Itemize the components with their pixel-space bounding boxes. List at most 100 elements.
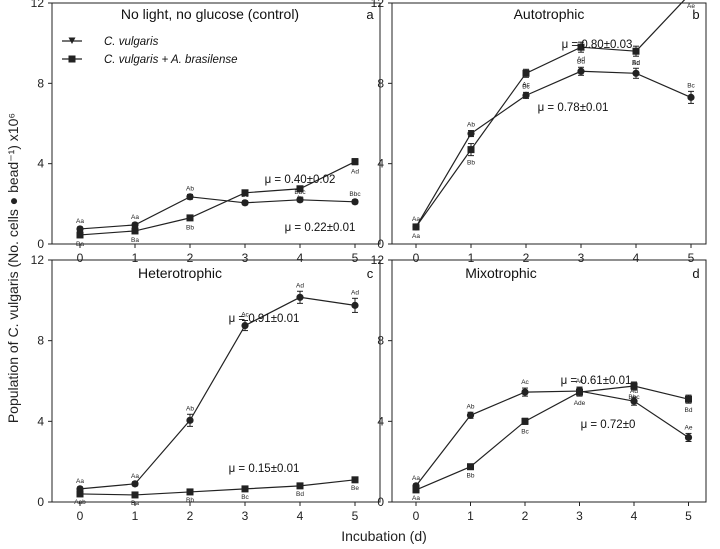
- data-point: [131, 227, 139, 235]
- point-label: Bd: [577, 58, 585, 65]
- panel-frame: [391, 2, 707, 245]
- data-point: [241, 199, 249, 207]
- growth-rate-label: μ = 0.61±0.01: [561, 375, 632, 387]
- data-point: [577, 43, 585, 51]
- data-point: [186, 416, 194, 424]
- y-tick-label: 8: [37, 76, 44, 90]
- data-point: [522, 69, 530, 77]
- point-label: Aa: [412, 216, 420, 223]
- point-label: Aa: [76, 478, 84, 485]
- y-tick-label: 4: [37, 157, 44, 171]
- data-point: [131, 480, 139, 488]
- data-point: [632, 69, 640, 77]
- data-point: [351, 158, 359, 166]
- x-tick-label: 4: [297, 509, 304, 523]
- point-label: Bbc: [349, 191, 361, 198]
- data-point: [186, 193, 194, 201]
- data-point: [241, 321, 249, 330]
- point-label: Ad: [630, 388, 638, 395]
- data-point: [76, 231, 84, 239]
- series-line: [79, 196, 356, 230]
- point-label: Ac: [522, 81, 530, 88]
- data-point: [467, 129, 475, 138]
- x-axis-label: Incubation (d): [341, 528, 427, 544]
- series-line: [79, 296, 356, 490]
- series-cv: Aa Ab Bc Bd Bd Bc μ = 0.78±0.01: [412, 58, 696, 231]
- point-label: Bd: [296, 491, 304, 498]
- x-tick-label: 4: [297, 251, 304, 265]
- series-line: [79, 479, 356, 496]
- data-point: [685, 395, 692, 403]
- y-tick-label: 8: [377, 76, 384, 90]
- x-tick-label: 0: [77, 509, 84, 523]
- x-tick-label: 5: [688, 251, 695, 265]
- data-point: [412, 223, 420, 231]
- series-cvab: Aa Bb Ac Ad Ad Ae μ = 0.80±0.03: [412, 0, 695, 240]
- point-label: Aa: [412, 233, 420, 240]
- data-point: [131, 491, 139, 499]
- y-tick-label: 8: [377, 334, 384, 348]
- data-point: [296, 185, 304, 193]
- series-line: [79, 161, 356, 236]
- point-label: Aa: [131, 214, 139, 221]
- data-point: [632, 47, 640, 55]
- point-label: Bc: [241, 494, 249, 501]
- point-label: Aa: [76, 218, 84, 225]
- data-point: [684, 433, 693, 442]
- series-line: [415, 385, 689, 491]
- series-cvab: Aab Ba Bb Bc Bd Be μ = 0.15±0.01: [74, 463, 359, 507]
- panel-title: Mixotrophic: [465, 265, 537, 281]
- point-label: Aa: [412, 475, 420, 482]
- x-tick-label: 2: [187, 509, 194, 523]
- y-tick-label: 4: [37, 414, 44, 428]
- panel-title: No light, no glucose (control): [121, 6, 299, 22]
- x-tick-label: 2: [522, 509, 529, 523]
- x-tick-label: 2: [523, 251, 530, 265]
- y-tick-label: 12: [371, 253, 385, 267]
- data-point: [241, 485, 249, 493]
- data-point: [296, 293, 304, 301]
- panel-frame: [391, 259, 707, 503]
- point-label: Ade: [574, 400, 586, 407]
- point-label: Ab: [186, 185, 194, 192]
- data-point: [630, 397, 638, 405]
- y-tick-label: 0: [37, 237, 44, 251]
- y-axis-label: Population of C. vulgaris (No. cells ● b…: [5, 113, 21, 423]
- data-point: [630, 382, 638, 390]
- y-tick-label: 4: [377, 414, 384, 428]
- point-label: Bb: [186, 224, 194, 231]
- x-tick-label: 3: [242, 509, 249, 523]
- x-tick-label: 5: [352, 251, 359, 265]
- panel-frame: [51, 259, 381, 503]
- y-tick-label: 12: [31, 253, 45, 267]
- growth-rate-label: μ = 0.15±0.01: [229, 463, 300, 475]
- panel-frame: [51, 2, 381, 245]
- x-tick-label: 0: [413, 509, 420, 523]
- data-point: [351, 476, 359, 484]
- series-line: [415, 70, 692, 228]
- data-point: [351, 198, 359, 206]
- legend-marker-square: [68, 55, 76, 63]
- point-label: Ab: [467, 403, 475, 410]
- point-label: Ac: [576, 378, 584, 385]
- point-label: Ae: [685, 424, 693, 431]
- x-tick-label: 1: [468, 251, 475, 265]
- series-cv: Aa Ab Ac Ac Ad Ae μ = 0.61±0.01: [412, 375, 693, 490]
- data-point: [186, 214, 194, 222]
- data-point: [577, 67, 585, 75]
- point-label: Ab: [467, 122, 475, 129]
- point-label: Be: [351, 485, 359, 492]
- point-label: Ab: [186, 405, 194, 412]
- panel-letter: d: [692, 266, 699, 281]
- x-tick-label: 4: [633, 251, 640, 265]
- point-label: Ac: [296, 195, 304, 202]
- series-cvab: Ba Ba Bb Ac Ac Ad μ = 0.40±0.02: [76, 158, 359, 248]
- data-point: [351, 301, 359, 309]
- point-label: Ba: [131, 500, 139, 507]
- x-tick-label: 3: [578, 251, 585, 265]
- data-point: [467, 463, 474, 471]
- point-label: Bbc: [628, 394, 640, 401]
